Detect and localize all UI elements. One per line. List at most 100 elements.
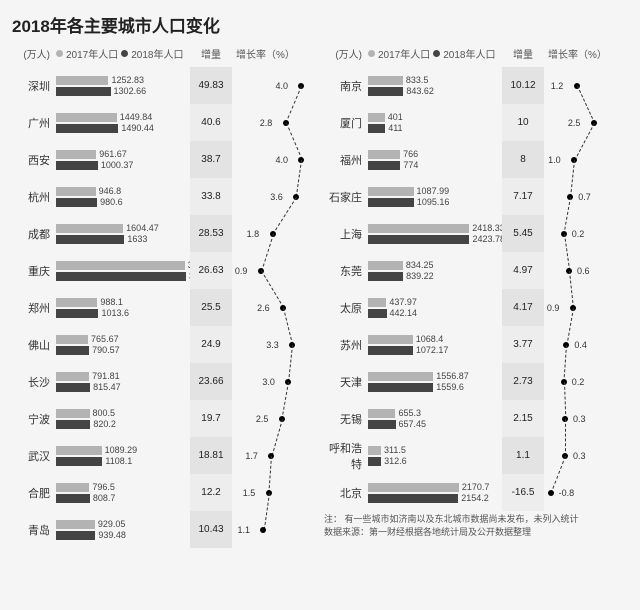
city-name: 呼和浩特 <box>324 437 368 474</box>
city-name: 无锡 <box>324 400 368 437</box>
bars-cell: 1089.291108.1 <box>56 437 190 474</box>
increase-value: 10.12 <box>502 67 544 104</box>
bars-cell: 1604.471633 <box>56 215 190 252</box>
growth-cell: 0.3 <box>544 437 626 474</box>
legend-2018: 2018年人口 <box>131 46 183 61</box>
city-name: 广州 <box>12 104 56 141</box>
city-row: 西安961.671000.3738.74.0 <box>12 141 320 178</box>
bar-2018 <box>56 346 89 355</box>
bar-2018-label: 808.7 <box>93 493 116 503</box>
increase-value: 49.83 <box>190 67 232 104</box>
city-name: 杭州 <box>12 178 56 215</box>
growth-label: 0.6 <box>577 266 590 276</box>
city-row: 呼和浩特311.5312.61.10.3 <box>324 437 632 474</box>
bars-cell: 796.5808.7 <box>56 474 190 511</box>
increase-value: 24.9 <box>190 326 232 363</box>
header-increase: 增量 <box>502 46 544 61</box>
bar-2018-label: 1559.6 <box>436 382 464 392</box>
bar-2017 <box>368 224 469 233</box>
bar-2018-label: 815.47 <box>93 382 121 392</box>
increase-value: 1.1 <box>502 437 544 474</box>
growth-cell: 2.5 <box>544 104 626 141</box>
city-name: 青岛 <box>12 511 56 548</box>
bar-2018-label: 657.45 <box>399 419 427 429</box>
increase-value: 33.8 <box>190 178 232 215</box>
city-row: 石家庄1087.991095.167.170.7 <box>324 178 632 215</box>
legend-area: 2017年人口 2018年人口 <box>368 46 502 61</box>
growth-cell: 0.2 <box>544 215 626 252</box>
bar-2017 <box>56 150 96 159</box>
bar-2017-label: 929.05 <box>98 519 126 529</box>
growth-label: 0.9 <box>547 303 560 313</box>
city-row: 厦门401411102.5 <box>324 104 632 141</box>
bar-2018 <box>368 346 413 355</box>
legend-dot-2017 <box>368 50 375 57</box>
bars-cell: 401411 <box>368 104 502 141</box>
bar-2018-label: 1072.17 <box>416 345 449 355</box>
bar-2017-label: 1556.87 <box>436 371 469 381</box>
bar-2017-label: 437.97 <box>389 297 417 307</box>
growth-cell: 0.7 <box>544 178 626 215</box>
growth-point <box>548 490 554 496</box>
columns-wrap: (万人) 2017年人口 2018年人口 增量 增长率（%） 深圳1252.83… <box>12 43 632 548</box>
increase-value: -16.5 <box>502 474 544 511</box>
bar-2017-label: 1252.83 <box>111 75 144 85</box>
left-header: (万人) 2017年人口 2018年人口 增量 增长率（%） <box>12 43 320 63</box>
bar-2017-label: 655.3 <box>398 408 421 418</box>
city-name: 南京 <box>324 67 368 104</box>
growth-label: 4.0 <box>275 81 288 91</box>
city-name: 东莞 <box>324 252 368 289</box>
chart-title: 2018年各主要城市人口变化 <box>12 12 632 37</box>
growth-cell: 2.5 <box>232 400 314 437</box>
bar-2017 <box>368 335 413 344</box>
city-row: 杭州946.8980.633.83.6 <box>12 178 320 215</box>
footnote-line1: 有一些城市如济南以及东北城市数据尚未发布，未列入统计 <box>345 514 579 524</box>
bar-2017-label: 796.5 <box>92 482 115 492</box>
growth-label: 1.8 <box>247 229 260 239</box>
bars-cell: 929.05939.48 <box>56 511 190 548</box>
right-header: (万人) 2017年人口 2018年人口 增量 增长率（%） <box>324 43 632 63</box>
growth-cell: 0.2 <box>544 363 626 400</box>
unit-label: (万人) <box>324 46 368 61</box>
bar-2018 <box>368 383 433 392</box>
city-name: 上海 <box>324 215 368 252</box>
bar-2018-label: 1095.16 <box>417 197 450 207</box>
city-row: 重庆3075.163101.7926.630.9 <box>12 252 320 289</box>
bar-2017 <box>56 113 117 122</box>
growth-label: 1.0 <box>548 155 561 165</box>
legend-dot-2018 <box>433 50 440 57</box>
bar-2017-label: 833.5 <box>406 75 429 85</box>
bars-cell: 800.5820.2 <box>56 400 190 437</box>
bars-cell: 791.81815.47 <box>56 363 190 400</box>
city-row: 合肥796.5808.712.21.5 <box>12 474 320 511</box>
bar-2018 <box>368 235 469 244</box>
bar-2018-label: 1000.37 <box>101 160 134 170</box>
bar-2017 <box>368 298 386 307</box>
city-name: 重庆 <box>12 252 56 289</box>
growth-label: 0.2 <box>572 229 585 239</box>
footnote-label: 注： <box>324 514 342 524</box>
city-name: 郑州 <box>12 289 56 326</box>
city-row: 北京2170.72154.2-16.5-0.8 <box>324 474 632 511</box>
growth-cell: 1.2 <box>544 67 626 104</box>
city-row: 广州1449.841490.4440.62.8 <box>12 104 320 141</box>
bar-2018-label: 1108.1 <box>105 456 132 466</box>
growth-label: 3.0 <box>262 377 275 387</box>
growth-label: 2.5 <box>568 118 581 128</box>
bars-cell: 655.3657.45 <box>368 400 502 437</box>
bar-2018 <box>368 124 385 133</box>
growth-label: 1.2 <box>551 81 564 91</box>
growth-label: -0.8 <box>559 488 575 498</box>
increase-value: 10.43 <box>190 511 232 548</box>
bars-cell: 988.11013.6 <box>56 289 190 326</box>
bars-cell: 961.671000.37 <box>56 141 190 178</box>
left-rows: 深圳1252.831302.6649.834.0广州1449.841490.44… <box>12 67 320 548</box>
bar-2018 <box>368 457 381 466</box>
increase-value: 8 <box>502 141 544 178</box>
bar-2017 <box>56 520 95 529</box>
bar-2017-label: 311.5 <box>384 445 406 455</box>
bar-2017 <box>56 187 96 196</box>
bar-2018-label: 843.62 <box>406 86 434 96</box>
bar-2018-label: 839.22 <box>406 271 434 281</box>
bar-2017-label: 1604.47 <box>126 223 159 233</box>
